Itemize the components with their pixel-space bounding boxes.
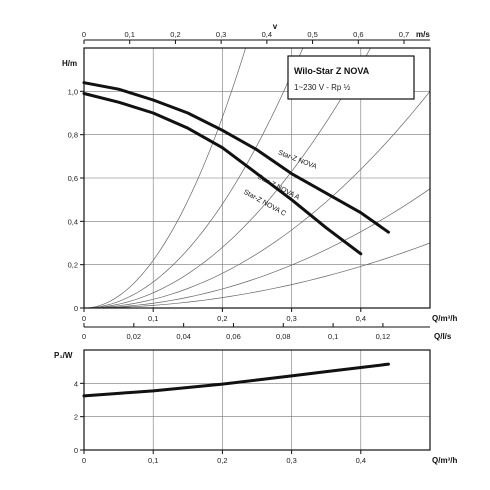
p-x-tick-label: 0: [82, 456, 86, 465]
pump-curve-1: [82, 81, 390, 234]
pump-curve-2: [82, 92, 363, 256]
system-curve: [83, 242, 431, 309]
hq-y-axis-label: H/m: [62, 59, 77, 68]
ql-axis-label: Q/l/s: [434, 332, 452, 341]
legend-title: Wilo-Star Z NOVA: [294, 66, 370, 76]
power-curve: [82, 362, 390, 398]
p-y-tick-label: 4: [74, 379, 78, 388]
system-curve: [83, 91, 431, 309]
system-curves-layer: [83, 47, 431, 309]
velocity-tick-label: 0,3: [216, 30, 226, 39]
ql-tick-label: 0,06: [226, 332, 241, 341]
hq-y-tick-label: 0,4: [68, 217, 78, 226]
hq-y-tick-label: 0,2: [68, 261, 78, 270]
hq-x-tick-label: 0,1: [148, 314, 158, 323]
ql-tick-label: 0,12: [376, 332, 391, 341]
p-y-tick-label: 0: [74, 446, 78, 455]
velocity-tick-label: 0,1: [124, 30, 134, 39]
legend-box: [287, 55, 415, 100]
hq-x-axis-label: Q/m³/h: [432, 314, 457, 323]
velocity-tick-label: 0,5: [307, 30, 317, 39]
hq-y-tick-label: 0,8: [68, 131, 78, 140]
ql-tick-label: 0,02: [127, 332, 142, 341]
velocity-tick-label: 0,4: [262, 30, 272, 39]
ql-tick-label: 0,04: [176, 332, 191, 341]
system-curve: [83, 47, 371, 309]
series-layer: [82, 81, 390, 398]
hq-x-tick-label: 0,4: [356, 314, 366, 323]
hq-x-tick-label: 0: [82, 314, 86, 323]
p-plot-frame: [83, 349, 431, 451]
velocity-tick-label: 0: [82, 30, 86, 39]
p-y-tick-label: 2: [74, 413, 78, 422]
velocity-tick-label: 0,2: [170, 30, 180, 39]
p-x-tick-label: 0,3: [286, 456, 296, 465]
hq-y-tick-label: 1,0: [68, 87, 78, 96]
ql-tick-label: 0: [82, 332, 86, 341]
p-x-tick-label: 0,4: [356, 456, 366, 465]
p-x-axis-label: Q/m³/h: [432, 456, 457, 465]
hq-y-tick-label: 0: [74, 304, 78, 313]
system-curve: [83, 188, 431, 309]
p-x-tick-label: 0,2: [217, 456, 227, 465]
ql-tick-label: 0,1: [328, 332, 338, 341]
system-curve: [83, 47, 304, 309]
p-x-tick-label: 0,1: [148, 456, 158, 465]
ql-tick-label: 0,08: [276, 332, 291, 341]
frame-layer: [80, 39, 431, 454]
hq-x-tick-label: 0,3: [286, 314, 296, 323]
p-y-axis-label: P₁/W: [54, 351, 73, 360]
pump-curve-label: Star-Z NOVA C: [242, 189, 287, 218]
hq-plot-frame: [83, 47, 431, 309]
velocity-axis-label: v: [273, 22, 278, 31]
velocity-axis-unit: m/s: [416, 30, 430, 39]
hq-x-tick-label: 0,2: [217, 314, 227, 323]
legend-subtitle: 1~230 V - Rp ½: [294, 83, 351, 92]
velocity-tick-label: 0,6: [353, 30, 363, 39]
velocity-tick-label: 0,7: [399, 30, 409, 39]
hq-y-tick-label: 0,6: [68, 174, 78, 183]
